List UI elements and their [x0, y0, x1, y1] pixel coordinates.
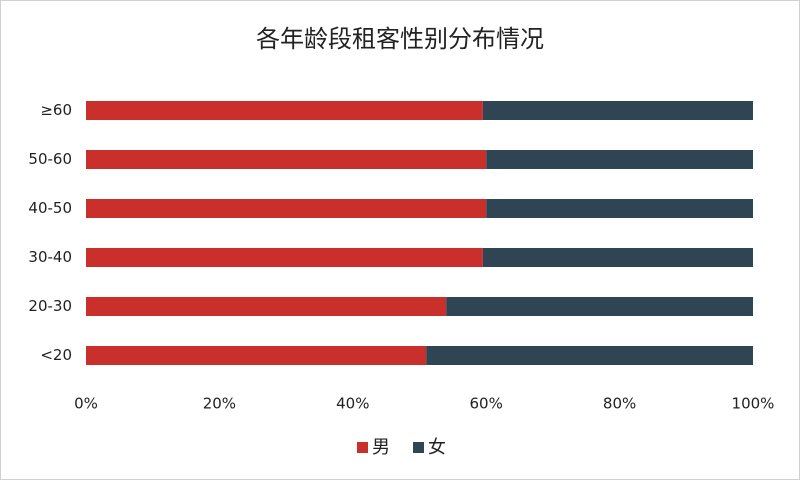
chart-title: 各年龄段租客性别分布情况 [256, 25, 544, 53]
bar-segment [446, 297, 753, 316]
bar-segment [486, 150, 753, 169]
x-tick-label: 0% [74, 395, 98, 413]
bar-segment [86, 346, 427, 365]
y-tick-label: 40-50 [28, 199, 72, 217]
y-tick-label: 20-30 [28, 297, 72, 315]
bar-segment [86, 199, 487, 218]
bar-segment [426, 346, 753, 365]
bar-segment [86, 150, 487, 169]
legend-label: 男 [372, 437, 390, 458]
legend-swatch [357, 442, 368, 453]
y-tick-label: ≥60 [40, 101, 72, 119]
y-tick-label: 50-60 [28, 150, 72, 168]
bar-segment [486, 199, 753, 218]
bar-segment [86, 101, 483, 120]
x-tick-label: 80% [603, 395, 636, 413]
bar-segment [482, 248, 753, 267]
x-tick-label: 100% [732, 395, 775, 413]
bar-segment [482, 101, 753, 120]
x-tick-label: 40% [336, 395, 369, 413]
x-tick-label: 60% [470, 395, 503, 413]
y-tick-label: 30-40 [28, 248, 72, 266]
x-tick-label: 20% [203, 395, 236, 413]
y-tick-label: <20 [40, 346, 72, 364]
legend-label: 女 [428, 437, 446, 458]
bar-segment [86, 297, 447, 316]
legend-swatch [413, 442, 424, 453]
bar-segment [86, 248, 483, 267]
